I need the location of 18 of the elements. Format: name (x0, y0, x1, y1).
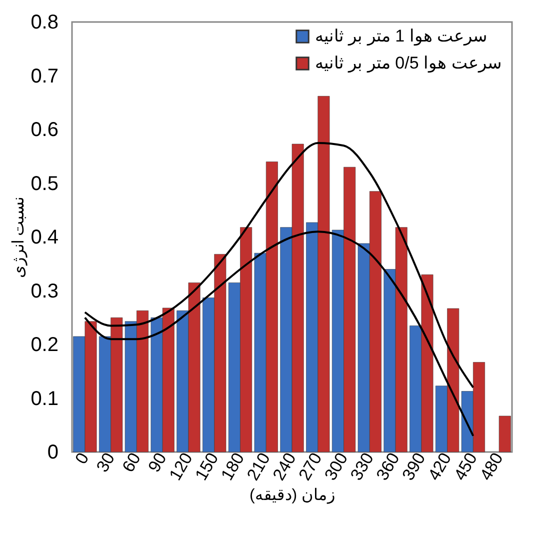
y-tick-label: 0.6 (30, 119, 58, 141)
y-tick-label: 0.4 (30, 226, 58, 248)
y-tick-label: 0.7 (30, 65, 58, 88)
legend-label: سرعت هوا 0/5 متر بر ثانیه (315, 54, 502, 74)
y-tick-label: 0.1 (30, 388, 58, 410)
x-axis-title: زمان (دقیقه) (249, 487, 336, 504)
y-axis-title: نسبت انرژی (10, 196, 28, 278)
legend-label: سرعت هوا 1 متر بر ثانیه (315, 26, 488, 46)
line-series (84, 142, 474, 388)
line-series (84, 230, 474, 437)
bar (498, 416, 511, 452)
x-tick-label: 60 (118, 450, 144, 476)
y-tick-label: 0.2 (30, 334, 58, 356)
y-tick-label: 0.3 (30, 280, 58, 302)
y-tick-label: 0.5 (30, 172, 58, 195)
x-tick-label: 0 (72, 450, 93, 468)
y-tick-label: 0.8 (30, 12, 58, 34)
x-tick-label: 30 (92, 450, 119, 476)
